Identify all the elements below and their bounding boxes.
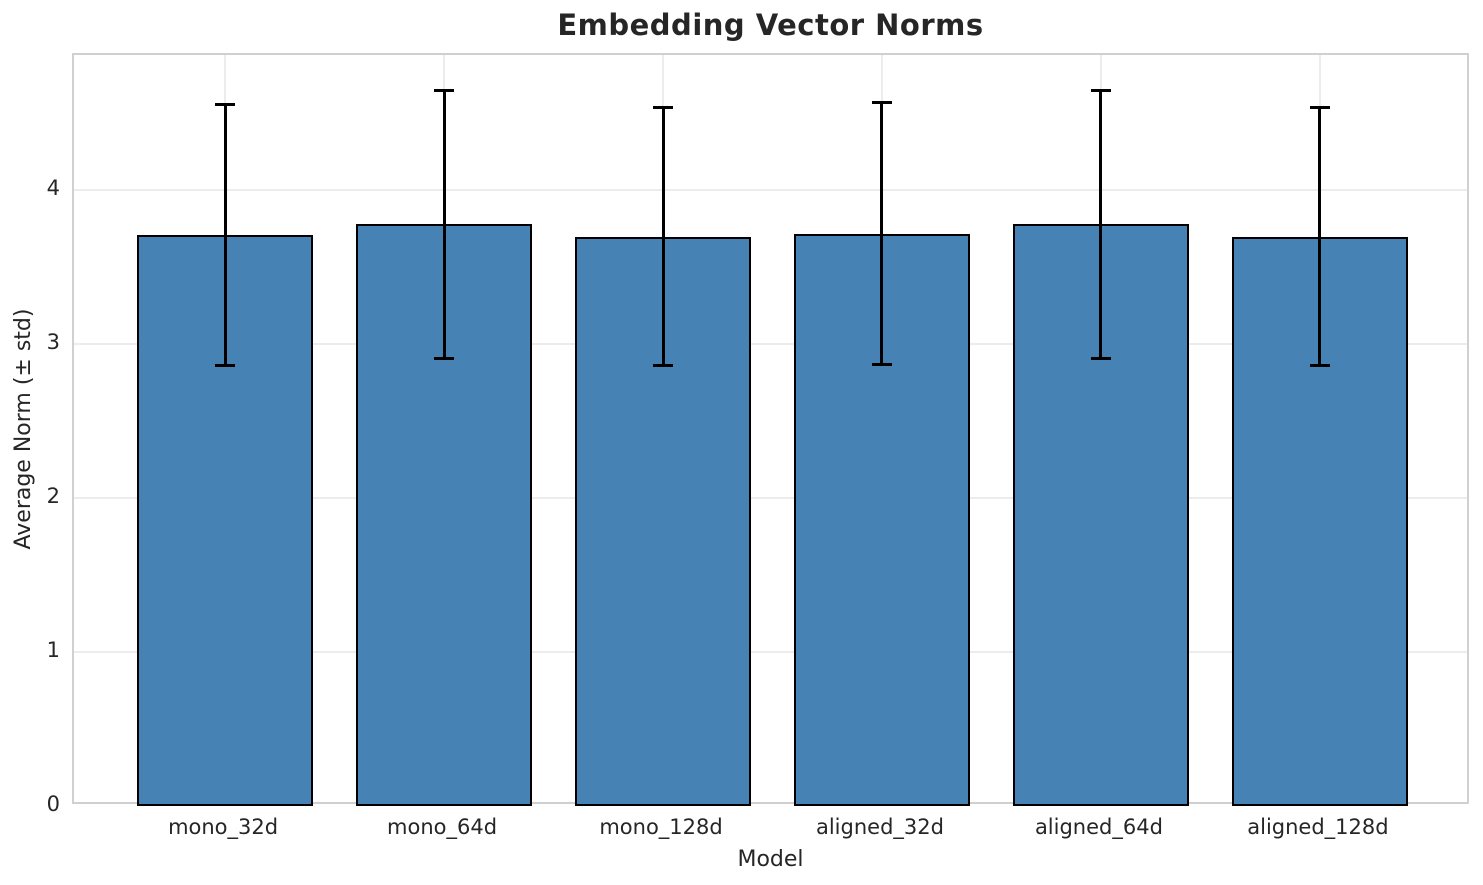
x-tick-label: mono_128d	[599, 815, 723, 839]
error-bar-line	[880, 102, 884, 365]
error-bar-cap	[653, 105, 674, 109]
x-tick-label: aligned_32d	[815, 815, 944, 839]
x-axis-label: Model	[737, 847, 804, 872]
error-bar-line	[442, 90, 446, 359]
error-bar-line	[1318, 107, 1322, 366]
error-bar-cap	[215, 364, 236, 368]
error-bar-cap	[653, 364, 674, 368]
y-axis-label: Average Norm (± std)	[11, 308, 36, 550]
horizontal-gridline	[74, 189, 1467, 192]
plot-area	[72, 53, 1469, 806]
y-tick-label: 4	[46, 176, 60, 201]
error-bar-cap	[1309, 105, 1330, 109]
error-bar-line	[661, 107, 665, 366]
error-bar-cap	[871, 362, 892, 366]
error-bar-cap	[1090, 356, 1111, 360]
bar-aligned_128d	[1231, 236, 1408, 806]
y-tick-label: 2	[46, 484, 60, 509]
error-bar-cap	[1090, 88, 1111, 92]
x-tick-label: mono_64d	[387, 815, 498, 839]
horizontal-gridline	[74, 497, 1467, 500]
x-tick-label: mono_32d	[168, 815, 279, 839]
y-tick-label: 1	[46, 638, 60, 663]
x-tick-label: aligned_64d	[1034, 815, 1163, 839]
bar-aligned_32d	[793, 233, 970, 806]
y-tick-label: 0	[46, 792, 60, 816]
error-bar-cap	[215, 102, 236, 106]
error-bar-cap	[434, 88, 455, 92]
error-bar-line	[1099, 90, 1103, 359]
chart-title: Embedding Vector Norms	[557, 8, 984, 42]
horizontal-gridline	[74, 343, 1467, 346]
x-tick-label: aligned_128d	[1247, 815, 1389, 839]
error-bar-cap	[1309, 364, 1330, 368]
error-bar-cap	[871, 101, 892, 105]
error-bar-cap	[434, 356, 455, 360]
y-tick-label: 3	[46, 330, 60, 355]
horizontal-gridline	[74, 651, 1467, 654]
error-bar-line	[223, 104, 227, 366]
